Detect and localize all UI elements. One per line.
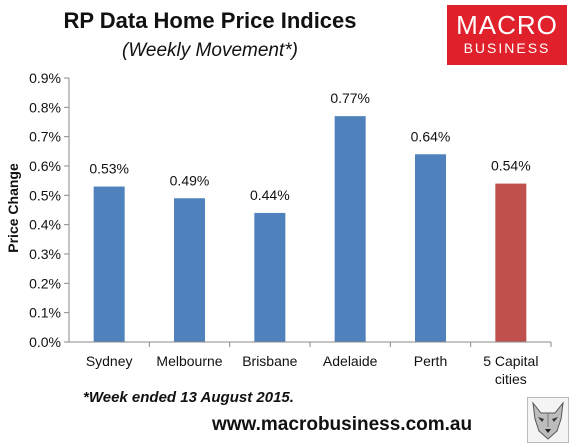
y-tick-label: 0.1% bbox=[29, 305, 61, 321]
x-category-label: Melbourne bbox=[156, 353, 222, 369]
bar bbox=[174, 198, 205, 342]
x-category-label: Sydney bbox=[86, 353, 133, 369]
bar bbox=[93, 186, 125, 342]
data-label: 0.64% bbox=[411, 128, 451, 144]
y-tick-label: 0.2% bbox=[29, 275, 61, 291]
y-axis-title-group: Price Change bbox=[5, 163, 21, 253]
logo-line-2: BUSINESS bbox=[463, 40, 551, 56]
x-category-label: Adelaide bbox=[323, 353, 378, 369]
y-tick-label: 0.7% bbox=[29, 129, 61, 145]
logo-line-1: MACRO bbox=[456, 10, 558, 40]
x-category-label: cities bbox=[495, 371, 527, 387]
y-tick-label: 0.4% bbox=[29, 217, 61, 233]
bar bbox=[415, 154, 446, 342]
x-category-label: Perth bbox=[414, 353, 447, 369]
data-label: 0.53% bbox=[89, 161, 129, 177]
y-tick-label: 0.6% bbox=[29, 158, 61, 174]
data-label: 0.44% bbox=[250, 187, 290, 203]
bar bbox=[254, 212, 286, 342]
data-label: 0.49% bbox=[170, 172, 210, 188]
wolf-icon bbox=[527, 397, 569, 443]
y-tick-label: 0.9% bbox=[29, 70, 61, 86]
y-tick-label: 0.3% bbox=[29, 246, 61, 262]
bar bbox=[334, 116, 366, 342]
footnote: *Week ended 13 August 2015. bbox=[83, 389, 294, 406]
chart-title: RP Data Home Price Indices bbox=[63, 8, 357, 33]
y-tick-label: 0.8% bbox=[29, 99, 61, 115]
y-axis-title: Price Change bbox=[5, 163, 21, 253]
data-label: 0.77% bbox=[330, 90, 370, 106]
bar bbox=[495, 183, 527, 342]
y-tick-label: 0.0% bbox=[29, 334, 61, 350]
website-url[interactable]: www.macrobusiness.com.au bbox=[212, 414, 473, 435]
x-category-label: Brisbane bbox=[242, 353, 297, 369]
chart-subtitle: (Weekly Movement*) bbox=[122, 40, 298, 61]
data-label: 0.54% bbox=[491, 158, 531, 174]
y-tick-label: 0.5% bbox=[29, 187, 61, 203]
x-category-label: 5 Capital bbox=[483, 353, 538, 369]
macrobusiness-logo: MACRO BUSINESS bbox=[447, 5, 567, 65]
